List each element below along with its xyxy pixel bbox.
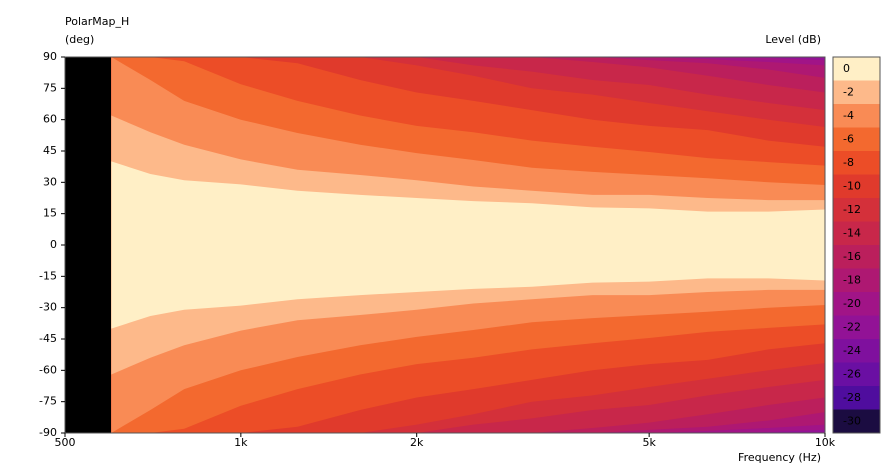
colorbar-tick-label: -12 bbox=[843, 203, 861, 216]
y-tick-label: -90 bbox=[39, 426, 57, 439]
colorbar-label: Level (dB) bbox=[765, 33, 821, 46]
contour-band bbox=[111, 161, 826, 329]
colorbar-frame bbox=[832, 56, 881, 434]
y-tick-label: -45 bbox=[39, 332, 57, 345]
y-tick-label: -15 bbox=[39, 269, 57, 282]
y-tick-label: 30 bbox=[43, 175, 57, 188]
colorbar-cell bbox=[833, 292, 880, 316]
colorbar-tick-label: -6 bbox=[843, 132, 854, 145]
x-tick-label: 10k bbox=[815, 436, 836, 449]
colorbar-tick-label: -2 bbox=[843, 85, 854, 98]
colorbar-cell bbox=[833, 104, 880, 128]
y-tick-label: 45 bbox=[43, 144, 57, 157]
x-tick-label: 5k bbox=[642, 436, 656, 449]
colorbar-tick-label: -8 bbox=[843, 156, 854, 169]
colorbar-tick-label: -4 bbox=[843, 109, 854, 122]
y-axis-label: (deg) bbox=[65, 33, 94, 46]
colorbar-cell bbox=[833, 245, 880, 269]
y-tick-label: 90 bbox=[43, 50, 57, 63]
x-tick-label: 500 bbox=[55, 436, 76, 449]
colorbar-tick-label: -20 bbox=[843, 297, 861, 310]
plot-area bbox=[111, 57, 826, 433]
colorbar-cell bbox=[833, 409, 880, 433]
x-axis-label: Frequency (Hz) bbox=[738, 451, 821, 464]
colorbar-tick-label: -26 bbox=[843, 367, 861, 380]
colorbar-tick-label: -30 bbox=[843, 414, 861, 427]
colorbar-tick-label: -10 bbox=[843, 179, 861, 192]
y-tick-label: 75 bbox=[43, 81, 57, 94]
colorbar-cell bbox=[833, 339, 880, 363]
colorbar-tick-label: -16 bbox=[843, 250, 861, 263]
colorbar-tick-label: -14 bbox=[843, 226, 861, 239]
colorbar-cell bbox=[833, 362, 880, 386]
colorbar-cell bbox=[833, 57, 880, 81]
colorbar-cell bbox=[833, 268, 880, 292]
colorbar-cell bbox=[833, 221, 880, 245]
x-tick-label: 2k bbox=[410, 436, 424, 449]
colorbar-cell bbox=[833, 315, 880, 339]
y-tick-label: 60 bbox=[43, 113, 57, 126]
y-tick-label: -75 bbox=[39, 395, 57, 408]
colorbar-cell bbox=[833, 174, 880, 198]
colorbar: 0 -2 -4 -6 -8 -10 -12 -14 -16 -18 -20 -22 -24 -26 -28 -… bbox=[832, 56, 881, 434]
chart-title: PolarMap_H bbox=[65, 15, 129, 28]
y-tick-label: -60 bbox=[39, 363, 57, 376]
x-tick-label: 1k bbox=[234, 436, 248, 449]
colorbar-tick-label: -18 bbox=[843, 273, 861, 286]
colorbar-cell bbox=[833, 151, 880, 175]
colorbar-cell bbox=[833, 386, 880, 410]
y-tick-label: 15 bbox=[43, 207, 57, 220]
colorbar-cell bbox=[833, 198, 880, 222]
colorbar-tick-label: 0 bbox=[843, 62, 850, 75]
colorbar-tick-label: -24 bbox=[843, 344, 861, 357]
y-tick-label: 0 bbox=[50, 238, 57, 251]
colorbar-cell bbox=[833, 127, 880, 151]
colorbar-cell bbox=[833, 80, 880, 104]
colorbar-tick-label: -22 bbox=[843, 320, 861, 333]
y-tick-label: -30 bbox=[39, 301, 57, 314]
colorbar-tick-label: -28 bbox=[843, 391, 861, 404]
